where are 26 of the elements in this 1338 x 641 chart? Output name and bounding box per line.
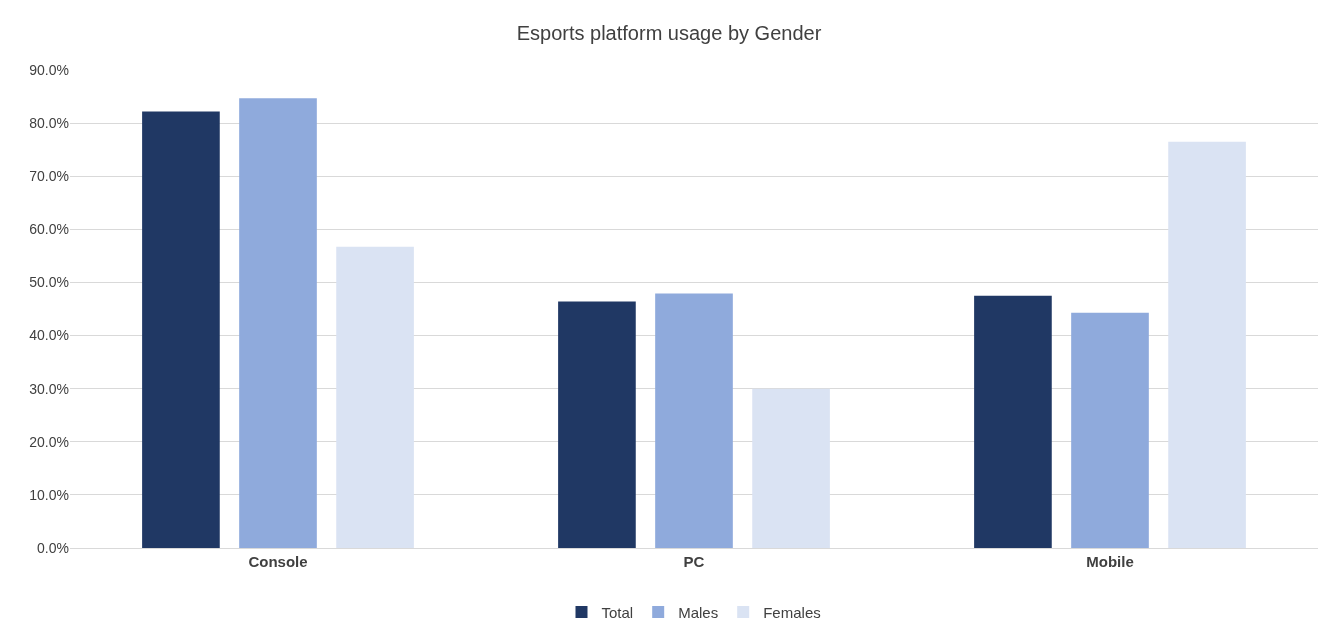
x-tick-label: Console: [248, 553, 308, 570]
y-tick-label: 90.0%: [29, 61, 69, 78]
y-tick-label: 70.0%: [29, 168, 69, 185]
bar: [974, 295, 1052, 548]
y-tick-label: 60.0%: [29, 221, 69, 238]
y-tick-label: 80.0%: [29, 115, 69, 132]
bar: [1071, 312, 1149, 548]
x-tick-label: Mobile: [1086, 553, 1134, 570]
legend-label: Females: [763, 603, 821, 621]
bar: [752, 388, 830, 548]
bar: [142, 111, 220, 548]
y-tick-label: 40.0%: [29, 327, 69, 344]
y-tick-label: 30.0%: [29, 380, 69, 397]
bar: [558, 301, 636, 548]
y-tick-label: 50.0%: [29, 274, 69, 291]
legend-label: Males: [678, 603, 719, 621]
bar: [655, 293, 733, 548]
bar: [336, 246, 414, 548]
bar: [1168, 141, 1246, 548]
y-tick-label: 10.0%: [29, 486, 69, 503]
chart-title: Esports platform usage by Gender: [516, 21, 822, 44]
y-tick-label: 20.0%: [29, 433, 69, 450]
x-tick-label: PC: [683, 553, 705, 570]
y-tick-label: 0.0%: [37, 539, 69, 556]
bar: [239, 98, 317, 548]
legend-label: Total: [601, 603, 634, 621]
